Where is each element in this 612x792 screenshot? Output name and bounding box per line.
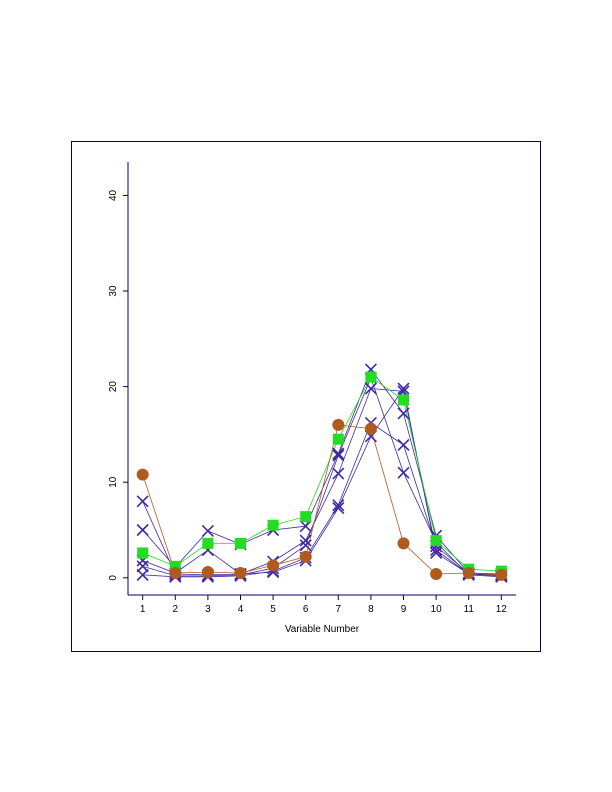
x-tick-label: 4: [238, 604, 244, 615]
data-point-circle: [462, 567, 475, 580]
x-axis-title: Variable Number: [285, 624, 360, 635]
data-point-x: [136, 495, 149, 508]
data-point-x: [201, 524, 214, 538]
data-point-square: [267, 519, 279, 531]
data-point-square: [300, 511, 312, 523]
data-point-x: [299, 534, 312, 547]
data-point-square: [234, 537, 246, 549]
x-tick-label: 3: [205, 604, 211, 615]
y-axis-ticks: 0 10 20 30 40: [108, 189, 128, 581]
data-point-x: [397, 407, 410, 420]
data-point-circle: [299, 550, 312, 563]
data-point-x: [136, 560, 149, 573]
data-point-circle: [136, 468, 149, 481]
data-point-circle: [364, 422, 377, 435]
y-tick-label: 0: [108, 575, 119, 581]
y-tick-label: 20: [108, 381, 119, 393]
series-layer: [136, 363, 508, 583]
data-point-x: [136, 523, 149, 537]
y-tick-label: 10: [108, 476, 119, 488]
data-point-square: [365, 371, 377, 383]
x-tick-label: 9: [401, 604, 407, 615]
data-point-circle: [267, 559, 280, 572]
data-point-x: [397, 382, 410, 395]
data-point-x: [332, 499, 345, 512]
data-point-circle: [430, 567, 443, 580]
x-tick-label: 1: [140, 604, 146, 615]
data-point-x: [299, 539, 312, 552]
data-point-circle: [201, 566, 214, 579]
x-tick-label: 12: [496, 604, 508, 615]
data-point-circle: [332, 418, 345, 431]
data-point-square: [169, 560, 181, 572]
series-line: [142, 388, 502, 576]
series-line: [142, 376, 502, 572]
x-tick-label: 10: [431, 604, 443, 615]
x-tick-label: 7: [336, 604, 342, 615]
y-tick-label: 40: [108, 189, 119, 201]
data-point-square: [430, 535, 442, 547]
plot-frame: [71, 141, 541, 652]
data-point-x: [332, 447, 345, 460]
data-point-square: [332, 433, 344, 445]
x-tick-label: 2: [172, 604, 178, 615]
data-point-x: [397, 438, 410, 451]
data-point-square: [137, 547, 149, 559]
x-tick-label: 5: [270, 604, 276, 615]
data-point-circle: [397, 537, 410, 550]
data-point-circle: [234, 567, 247, 580]
data-point-x: [136, 568, 149, 581]
data-point-x: [332, 501, 345, 515]
data-point-square: [398, 394, 410, 406]
data-point-x: [397, 466, 410, 479]
data-point-x: [332, 449, 345, 462]
data-point-x: [364, 382, 377, 395]
x-tick-label: 6: [303, 604, 309, 615]
y-tick-label: 30: [108, 285, 119, 297]
data-point-square: [202, 537, 214, 549]
data-point-x: [332, 467, 345, 480]
data-point-circle: [169, 567, 182, 580]
x-axis-ticks: 1 2 3 4 5 6 7 8 9 10 11 12: [140, 595, 507, 615]
series-line: [142, 368, 502, 575]
x-tick-label: 8: [368, 604, 374, 615]
data-point-circle: [495, 568, 508, 581]
data-point-x: [299, 520, 312, 533]
x-tick-label: 11: [464, 604, 475, 615]
series-line: [142, 387, 502, 577]
